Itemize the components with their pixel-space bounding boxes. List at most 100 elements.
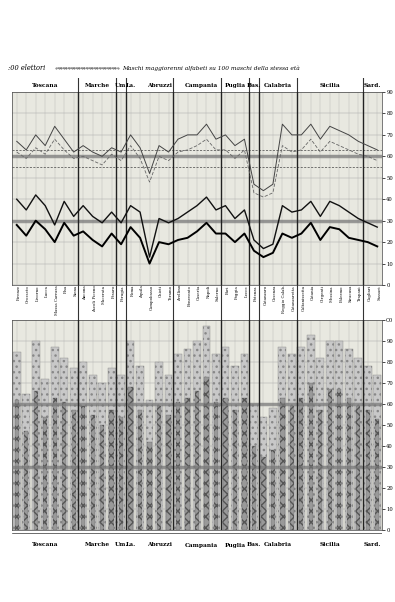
Bar: [100, 425, 104, 530]
Bar: [174, 353, 182, 530]
Bar: [326, 341, 334, 530]
Bar: [43, 417, 47, 530]
Bar: [90, 415, 95, 530]
Text: Um.: Um.: [115, 542, 128, 547]
Text: Massa Carrara: Massa Carrara: [55, 285, 59, 315]
Text: Livorno: Livorno: [36, 285, 40, 300]
Bar: [165, 374, 173, 530]
Text: Trapani: Trapani: [358, 285, 362, 300]
Bar: [250, 404, 258, 530]
Bar: [231, 366, 239, 530]
Text: Marche: Marche: [85, 83, 110, 88]
Text: Avellino: Avellino: [178, 285, 182, 301]
Text: Lucca: Lucca: [45, 285, 49, 297]
Bar: [79, 362, 87, 530]
Bar: [241, 353, 248, 530]
Bar: [146, 400, 153, 530]
Bar: [242, 398, 246, 530]
Bar: [127, 341, 134, 530]
Text: Ascoli Piceno: Ascoli Piceno: [93, 285, 97, 312]
Text: Firenze: Firenze: [17, 285, 21, 300]
Text: Abruzzi: Abruzzi: [147, 83, 171, 88]
Bar: [290, 406, 294, 530]
Text: Sassari: Sassari: [377, 285, 381, 300]
Bar: [223, 398, 228, 530]
Text: Toscana: Toscana: [32, 83, 58, 88]
Bar: [119, 417, 123, 530]
Text: Macerata: Macerata: [102, 285, 106, 304]
Bar: [212, 353, 220, 530]
Bar: [108, 368, 115, 530]
Bar: [70, 368, 77, 530]
Text: Marche: Marche: [85, 542, 110, 547]
Text: Ancona: Ancona: [83, 285, 87, 300]
Text: Lecce: Lecce: [245, 285, 248, 297]
Bar: [13, 352, 21, 530]
Bar: [15, 400, 19, 530]
Text: Catanzaretta: Catanzaretta: [292, 285, 296, 311]
Bar: [261, 456, 265, 530]
Bar: [233, 411, 237, 530]
Bar: [307, 335, 315, 530]
Bar: [214, 402, 218, 530]
Bar: [299, 398, 303, 530]
Bar: [157, 406, 161, 530]
Bar: [252, 446, 256, 530]
Bar: [81, 406, 85, 530]
Bar: [53, 398, 57, 530]
Bar: [23, 394, 30, 530]
Bar: [98, 383, 106, 530]
Bar: [373, 374, 381, 530]
Text: Campobasso: Campobasso: [150, 285, 154, 310]
Bar: [147, 442, 152, 530]
Bar: [138, 411, 142, 530]
Bar: [364, 366, 372, 530]
Bar: [185, 398, 190, 530]
Text: Bas.: Bas.: [247, 83, 261, 88]
Bar: [109, 411, 114, 530]
Bar: [337, 389, 341, 530]
Text: Campania: Campania: [185, 83, 218, 88]
Bar: [280, 398, 284, 530]
Text: Pisa: Pisa: [64, 285, 68, 293]
Bar: [328, 389, 332, 530]
Text: Puglia: Puglia: [224, 83, 246, 88]
Bar: [260, 417, 267, 530]
Bar: [41, 379, 49, 530]
Text: Campania: Campania: [185, 542, 218, 547]
Text: Bas.: Bas.: [247, 542, 261, 547]
Bar: [117, 374, 125, 530]
Bar: [32, 341, 40, 530]
Text: Cagliari: Cagliari: [368, 285, 372, 301]
Bar: [354, 358, 362, 530]
Text: La.: La.: [126, 542, 135, 547]
Bar: [71, 411, 76, 530]
Text: Caserta: Caserta: [197, 285, 201, 300]
Bar: [318, 411, 322, 530]
Text: Puglia: Puglia: [224, 542, 246, 547]
Bar: [347, 398, 351, 530]
Bar: [288, 353, 296, 530]
Text: Teramo: Teramo: [169, 285, 173, 300]
Text: Abruzzi: Abruzzi: [147, 542, 171, 547]
Bar: [51, 347, 58, 530]
Text: Cosenza: Cosenza: [273, 285, 277, 302]
Text: Potenza: Potenza: [254, 285, 258, 300]
Bar: [128, 387, 133, 530]
Text: Perugia: Perugia: [121, 285, 125, 300]
Bar: [366, 411, 370, 530]
Text: Um.: Um.: [115, 83, 128, 88]
Text: Pesaro: Pesaro: [112, 285, 116, 299]
Bar: [176, 402, 180, 530]
Text: Sicilia: Sicilia: [320, 83, 340, 88]
Text: Catania: Catania: [311, 285, 315, 300]
Bar: [34, 391, 38, 530]
Text: Calabria: Calabria: [263, 83, 292, 88]
Bar: [297, 347, 305, 530]
Bar: [335, 341, 343, 530]
Text: La.: La.: [126, 83, 135, 88]
Bar: [278, 347, 286, 530]
Text: Chieti: Chieti: [159, 285, 163, 297]
Text: Girgenti: Girgenti: [320, 285, 324, 302]
Text: Foggia: Foggia: [235, 285, 239, 299]
